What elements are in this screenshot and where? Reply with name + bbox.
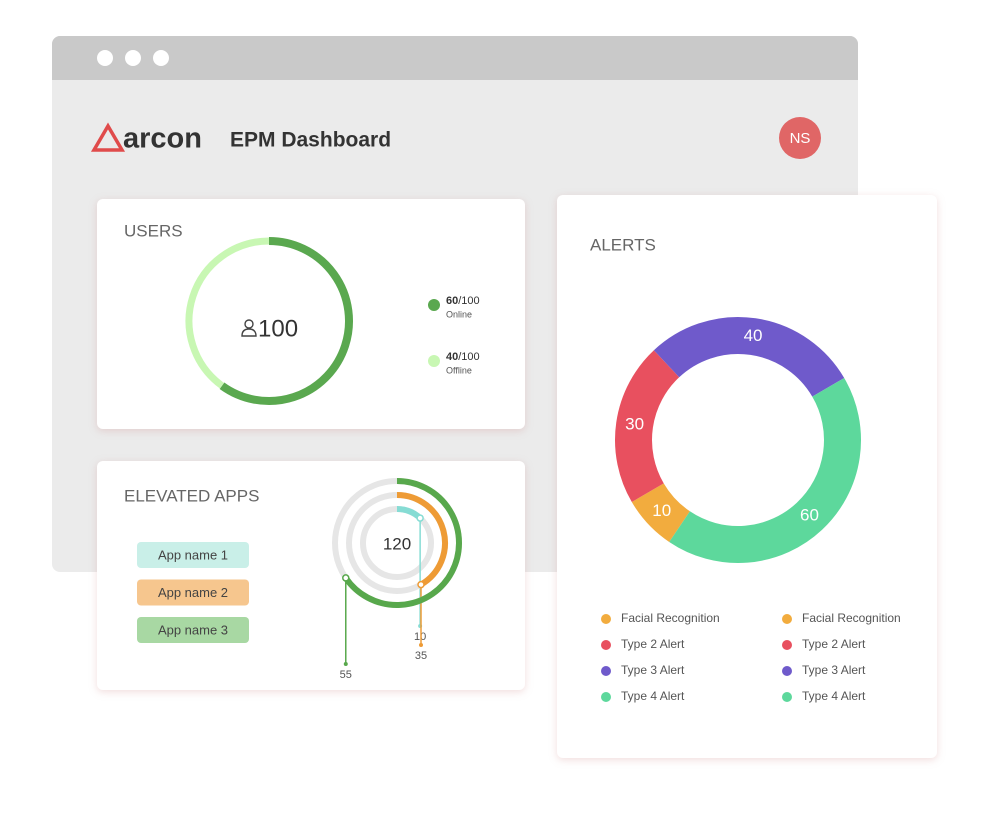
leader-start — [417, 580, 425, 589]
user-icon — [241, 319, 257, 337]
alert-arc — [615, 350, 680, 503]
legend-dot — [782, 614, 792, 624]
legend-dot — [601, 666, 611, 676]
legend-dot — [601, 640, 611, 650]
alerts-title: ALERTS — [590, 235, 656, 254]
app-name[interactable]: App name 1 — [158, 547, 228, 562]
legend-dot — [782, 692, 792, 702]
avatar[interactable] — [779, 117, 821, 159]
avatar-initials[interactable]: NS — [790, 130, 811, 147]
legend-count: 60 — [446, 295, 458, 307]
alert-value: 10 — [652, 501, 671, 520]
legend-dot — [782, 666, 792, 676]
legend-max: /100 — [458, 295, 479, 307]
users-total: 100 — [258, 315, 298, 342]
leader-start — [416, 514, 424, 522]
logo: arcon — [123, 123, 202, 155]
legend-dot — [601, 614, 611, 624]
alert-arc — [669, 377, 861, 563]
app-value: 55 — [340, 669, 352, 681]
app-name[interactable]: App name 2 — [158, 585, 228, 600]
legend-label: Type 4 Alert — [802, 689, 866, 703]
alert-value: 40 — [744, 326, 763, 345]
alerts-card — [557, 195, 937, 758]
legend-label: Type 2 Alert — [802, 637, 866, 651]
app-pill[interactable] — [137, 617, 249, 643]
alert-arc — [631, 482, 691, 542]
legend-dot — [782, 640, 792, 650]
app-arc — [396, 492, 448, 588]
legend-max: /100 — [458, 351, 479, 363]
app-name[interactable]: App name 3 — [158, 622, 228, 637]
logo-icon — [90, 122, 126, 152]
app-arc — [343, 478, 462, 608]
legend-label: Facial Recognition — [802, 611, 901, 625]
legend-label: Facial Recognition — [621, 611, 720, 625]
app-pill[interactable] — [137, 579, 249, 606]
window-dot[interactable] — [153, 50, 169, 66]
leader-start — [342, 574, 350, 582]
legend-label: Type 4 Alert — [621, 689, 685, 703]
users-arc — [185, 237, 270, 389]
alert-arc — [653, 317, 845, 398]
app-pill[interactable] — [137, 542, 249, 568]
users-arc — [219, 237, 353, 405]
window-dot[interactable] — [97, 50, 113, 66]
leader-end — [343, 662, 348, 666]
window-dot[interactable] — [125, 50, 141, 66]
apps-total: 120 — [383, 534, 411, 553]
alert-value: 60 — [800, 506, 819, 525]
legend-dot — [428, 299, 440, 311]
legend-value: 60/100 — [446, 295, 480, 307]
app-value: 10 — [414, 631, 426, 643]
legend-label: Type 3 Alert — [621, 663, 685, 677]
apps-title: ELEVATED APPS — [124, 486, 259, 505]
legend-value: 40/100 — [446, 351, 480, 363]
legend-label: Online — [446, 309, 472, 319]
legend-label: Offline — [446, 365, 472, 375]
alert-value: 30 — [625, 414, 644, 433]
legend-count: 40 — [446, 351, 458, 363]
legend-label: Type 3 Alert — [802, 663, 866, 677]
page-title: EPM Dashboard — [230, 129, 391, 152]
legend-label: Type 2 Alert — [621, 637, 685, 651]
leader-end — [419, 643, 423, 647]
legend-dot — [428, 355, 440, 367]
title-bar — [52, 36, 858, 80]
users-title: USERS — [124, 221, 183, 240]
legend-dot — [601, 692, 611, 702]
app-value: 35 — [415, 650, 427, 662]
